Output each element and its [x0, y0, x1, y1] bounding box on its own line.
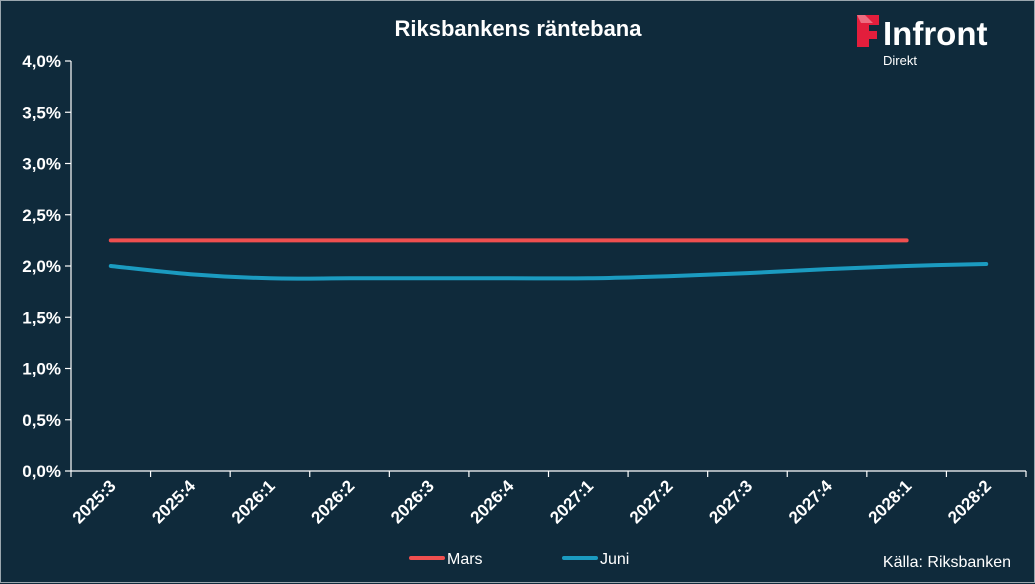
series-lines [108, 238, 989, 281]
y-tick-label: 2,5% [22, 206, 61, 225]
y-tick-label: 0,5% [22, 411, 61, 430]
x-tick-label: 2027:1 [546, 476, 597, 527]
x-tick-label: 2026:2 [308, 476, 359, 527]
logo: Infront Direkt [857, 15, 987, 68]
chart-title: Riksbankens räntebana [395, 16, 643, 41]
x-tick-label: 2026:3 [387, 476, 438, 527]
series-line-juni [108, 261, 989, 281]
y-tick-label: 3,5% [22, 103, 61, 122]
x-tick-labels: 2025:3 2025:4 2026:1 2026:2 2026:3 2026:4 2027… [69, 476, 995, 527]
legend-label: Mars [447, 551, 483, 568]
x-tick-label: 2025:4 [148, 476, 199, 527]
y-tick-label: 4,0% [22, 52, 61, 71]
x-tick-label: 2025:3 [69, 476, 120, 527]
y-tick-label: 1,0% [22, 360, 61, 379]
logo-name: Infront [883, 15, 987, 52]
x-tick-label: 2027:2 [626, 476, 677, 527]
y-tick-label: 1,5% [22, 308, 61, 327]
x-tick-label: 2028:1 [865, 476, 916, 527]
source-note: Källa: Riksbanken [883, 554, 1011, 571]
legend: Mars Juni [409, 551, 629, 568]
y-tick-label: 0,0% [22, 462, 61, 481]
y-tick-labels: 0,0% 0,5% 1,0% 1,5% 2,0% 2,5% 3,0% 3,5% 4,0% [22, 52, 61, 481]
infront-flag-icon [857, 15, 879, 47]
x-tick-label: 2026:1 [228, 476, 279, 527]
axes [65, 60, 1027, 477]
y-tick-label: 3,0% [22, 155, 61, 174]
logo-subtitle: Direkt [883, 53, 917, 68]
x-tick-label: 2027:3 [705, 476, 756, 527]
legend-label: Juni [600, 551, 629, 568]
x-tick-label: 2028:2 [944, 476, 995, 527]
x-tick-label: 2026:4 [467, 476, 518, 527]
y-tick-label: 2,0% [22, 257, 61, 276]
x-tick-label: 2027:4 [785, 476, 836, 527]
